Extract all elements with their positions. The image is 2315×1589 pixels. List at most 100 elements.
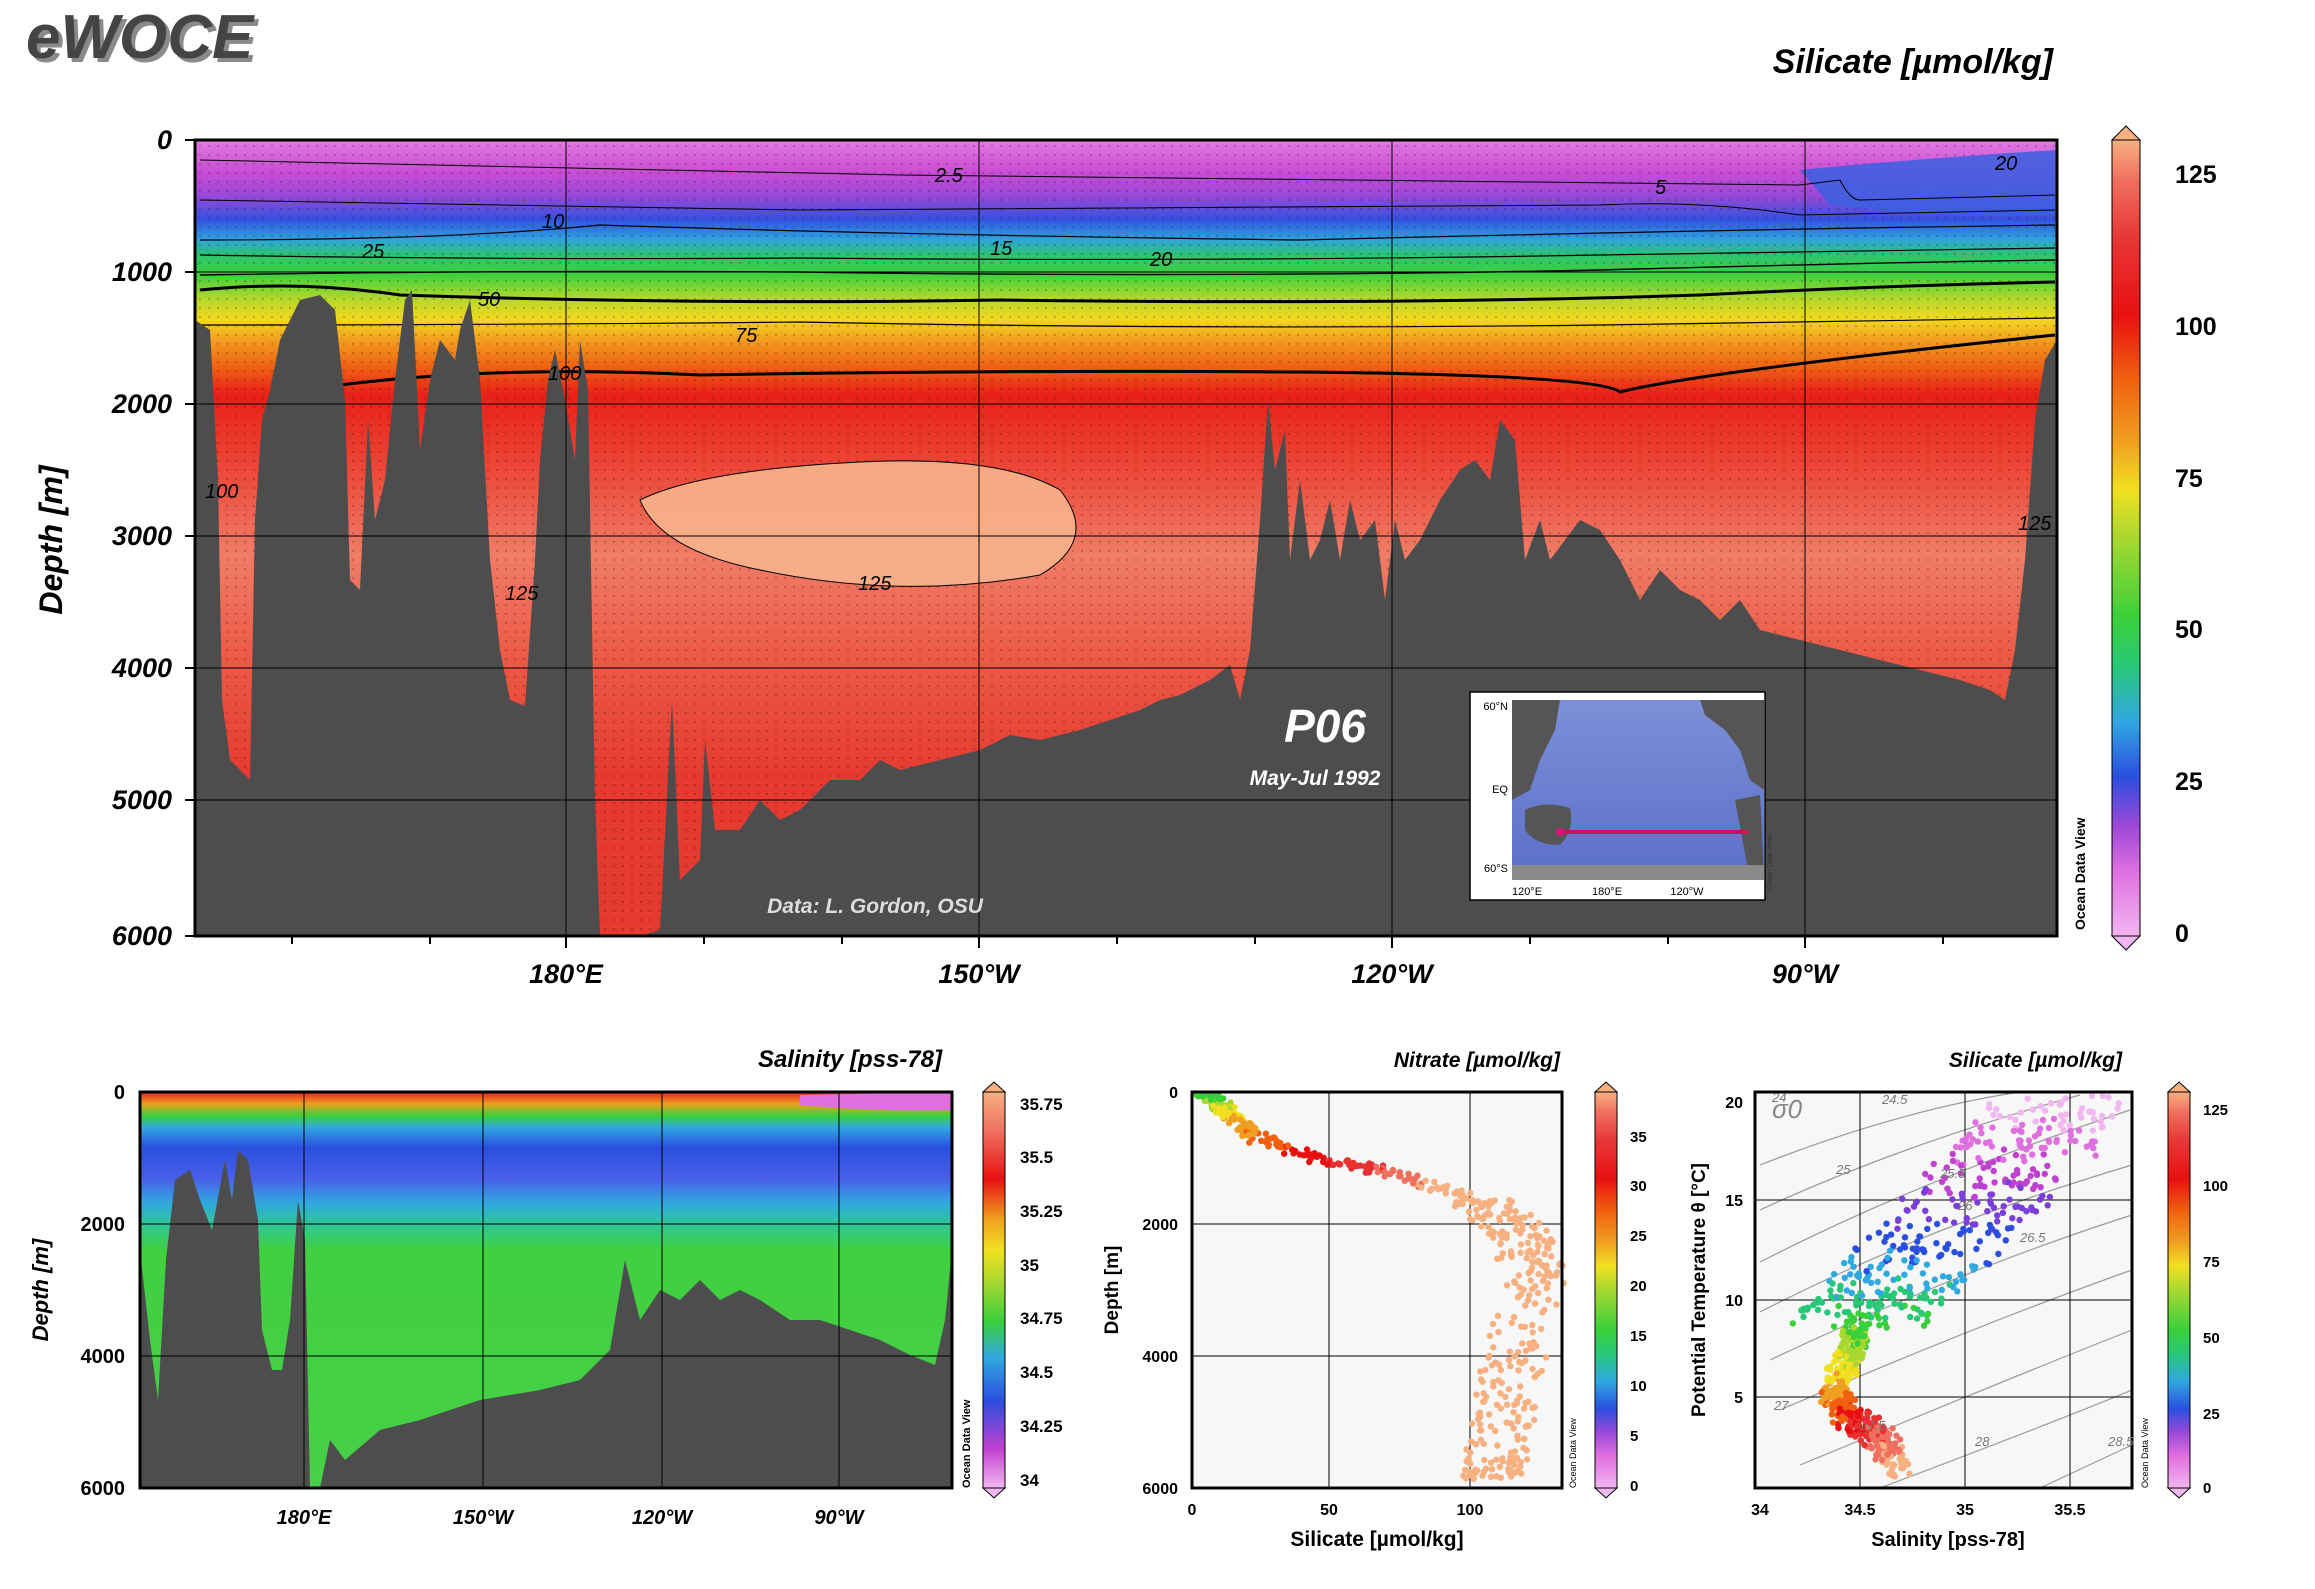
- ts-point: [2115, 1100, 2122, 1107]
- y-tick-label: 6000: [81, 1478, 126, 1500]
- station-inset-map: 60°N EQ 60°S 120°E 180°E 120°W Ocean Dat…: [1469, 691, 1774, 901]
- nitrate-point: [1386, 1170, 1393, 1178]
- ts-point: [2041, 1144, 2048, 1152]
- ts-point: [1858, 1292, 1866, 1299]
- nitrate-frame: [1190, 1090, 1564, 1490]
- contour-label: 125: [505, 583, 539, 605]
- nitrate-point: [1473, 1391, 1480, 1398]
- ts-point: [2009, 1215, 2016, 1222]
- x-tick-label: 0: [1188, 1502, 1197, 1519]
- ts-point: [1939, 1273, 1947, 1280]
- ts-point: [2053, 1136, 2060, 1144]
- nitrate-point: [1515, 1367, 1522, 1374]
- ts-point: [2044, 1202, 2051, 1209]
- nitrate-point: [1529, 1329, 1536, 1336]
- nitrate-point: [1300, 1152, 1308, 1159]
- ts-point: [1986, 1221, 1994, 1229]
- ts-point: [1974, 1138, 1982, 1145]
- ts-point: [1857, 1437, 1865, 1444]
- nitrate-point: [1524, 1239, 1532, 1247]
- ts-point: [1936, 1253, 1943, 1260]
- nitrate-point: [1518, 1323, 1525, 1330]
- nitrate-watermark: Ocean Data View: [1568, 1418, 1578, 1488]
- nitrate-point: [1271, 1134, 1278, 1142]
- nitrate-point: [1530, 1339, 1537, 1346]
- y-tick-label: 0: [1169, 1085, 1178, 1102]
- ts-point: [1972, 1182, 1979, 1190]
- nitrate-point: [1517, 1241, 1525, 1248]
- ts-point: [2032, 1208, 2040, 1215]
- ts-point: [1866, 1298, 1873, 1306]
- ts-point: [1923, 1280, 1930, 1287]
- ts-point: [1924, 1318, 1931, 1325]
- nitrate-point: [1512, 1226, 1520, 1233]
- isopycnal-label: 24.5: [1881, 1092, 1908, 1107]
- ts-point: [1985, 1163, 1992, 1170]
- salinity-seafloor-west: [140, 1150, 310, 1488]
- ts-point: [1901, 1257, 1908, 1264]
- ts-point: [2020, 1153, 2027, 1160]
- silicate-section-panel: Silicate [µmol/kg]: [33, 43, 2088, 989]
- nitrate-point: [1467, 1449, 1474, 1456]
- nitrate-point: [1456, 1191, 1463, 1198]
- nitrate-point: [1488, 1227, 1496, 1235]
- nitrate-point: [1500, 1210, 1508, 1217]
- ts-point: [1890, 1242, 1897, 1250]
- ts-point: [2026, 1143, 2034, 1150]
- ts-point: [2040, 1151, 2047, 1158]
- colorbar-ticks: 125 100 75 50 25 0: [2175, 161, 2217, 948]
- ts-point: [1959, 1276, 1966, 1284]
- colorbar-tick: 35.5: [1020, 1148, 1053, 1167]
- nitrate-point: [1485, 1223, 1492, 1230]
- ts-point: [1886, 1247, 1894, 1254]
- nitrate-point: [1490, 1383, 1497, 1390]
- ts-point: [1865, 1234, 1873, 1241]
- ts-point: [2041, 1107, 2049, 1115]
- ts-point: [1977, 1181, 1984, 1188]
- nitrate-point: [1539, 1277, 1547, 1285]
- nitrate-point: [1522, 1302, 1529, 1309]
- track-start-marker: [1556, 828, 1564, 836]
- y-tick-label: 15: [1725, 1193, 1743, 1210]
- contour-label: 75: [735, 325, 758, 347]
- y-tick-label: 4000: [81, 1346, 126, 1368]
- ts-point: [2018, 1121, 2026, 1129]
- ts-point: [1828, 1378, 1835, 1385]
- ts-point: [1830, 1323, 1838, 1330]
- ts-point: [1959, 1195, 1966, 1202]
- ts-point: [1868, 1432, 1875, 1439]
- nitrate-point: [1405, 1170, 1412, 1178]
- nitrate-point: [1477, 1427, 1485, 1434]
- ts-point: [2072, 1137, 2079, 1145]
- nitrate-point: [1480, 1440, 1487, 1448]
- nitrate-point: [1548, 1253, 1555, 1260]
- nitrate-point: [1517, 1249, 1524, 1256]
- ts-point: [1946, 1189, 1953, 1197]
- nitrate-point: [1544, 1280, 1552, 1287]
- nitrate-point: [1495, 1361, 1503, 1368]
- ts-point: [2006, 1196, 2013, 1203]
- ts-point: [2046, 1193, 2054, 1201]
- y-tick-label: 4000: [111, 653, 172, 683]
- ts-point: [2062, 1095, 2069, 1102]
- ts-point: [1923, 1261, 1931, 1268]
- ts-point: [1847, 1258, 1855, 1265]
- ts-point: [1953, 1202, 1960, 1210]
- nitrate-point: [1516, 1284, 1523, 1291]
- nitrate-point: [1503, 1203, 1511, 1210]
- silicate-colorbar: 125 100 75 50 25 0: [2110, 125, 2217, 951]
- ts-point: [1853, 1293, 1861, 1301]
- nitrate-y-ticks: 0 2000 4000 6000: [1142, 1085, 1178, 1498]
- nitrate-point: [1535, 1270, 1542, 1278]
- ts-point: [1952, 1278, 1960, 1286]
- ts-frame: [1753, 1090, 2134, 1490]
- nitrate-point: [1487, 1473, 1495, 1481]
- contour-label: 125: [858, 573, 892, 595]
- map-land-asia: [1512, 700, 1560, 800]
- ts-point: [1861, 1332, 1868, 1340]
- nitrate-point: [1284, 1142, 1292, 1149]
- nitrate-point: [1522, 1423, 1530, 1430]
- ts-point: [1920, 1322, 1928, 1329]
- ts-point: [1845, 1365, 1853, 1373]
- ts-point: [1982, 1139, 1990, 1147]
